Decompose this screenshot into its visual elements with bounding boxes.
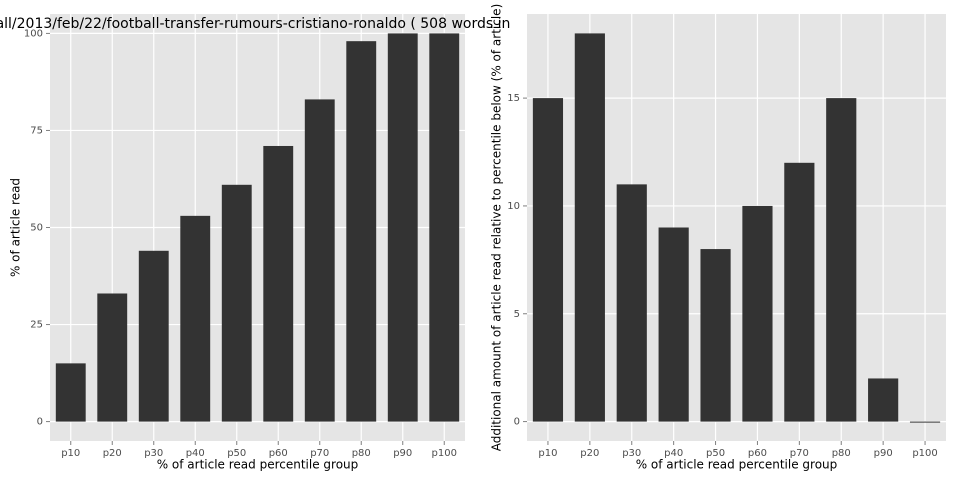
y-tick-label: 10 — [507, 201, 520, 212]
bar — [429, 33, 460, 422]
x-tick-label: p50 — [227, 448, 246, 459]
x-tick-label: p40 — [186, 448, 205, 459]
bar — [304, 99, 335, 422]
x-tick-label: p10 — [538, 448, 557, 459]
bar — [180, 215, 211, 422]
x-tick-label: p90 — [874, 448, 893, 459]
x-axis-label: % of article read percentile group — [157, 458, 359, 472]
y-axis-label: Additional amount of article read relati… — [490, 4, 504, 452]
bar — [97, 293, 128, 422]
bar — [909, 421, 941, 423]
x-tick-label: p60 — [269, 448, 288, 459]
x-tick-label: p70 — [310, 448, 329, 459]
chart-title: otball/2013/feb/22/football-transfer-rum… — [0, 16, 510, 32]
bar — [616, 184, 647, 422]
x-tick-label: p70 — [790, 448, 809, 459]
x-tick-label: p60 — [748, 448, 767, 459]
y-tick-label: 5 — [514, 309, 520, 320]
x-tick-label: p50 — [706, 448, 725, 459]
x-tick-label: p30 — [144, 448, 163, 459]
x-tick-label: p80 — [832, 448, 851, 459]
y-axis-label: % of article read — [9, 178, 23, 277]
x-tick-label: p30 — [622, 448, 641, 459]
bar — [138, 250, 169, 422]
y-tick-label: 15 — [507, 93, 520, 104]
y-tick-label: 0 — [514, 417, 520, 428]
bar — [868, 378, 899, 422]
bar — [574, 33, 605, 422]
bar — [700, 249, 731, 422]
y-tick-label: 0 — [37, 417, 43, 428]
x-tick-label: p100 — [432, 448, 457, 459]
bar — [55, 363, 86, 422]
bar — [826, 98, 857, 422]
y-tick-label: 25 — [30, 320, 43, 331]
x-tick-label: p20 — [103, 448, 122, 459]
bar — [658, 227, 689, 422]
y-tick-label: 100 — [24, 28, 43, 39]
x-tick-label: p20 — [580, 448, 599, 459]
x-tick-label: p90 — [393, 448, 412, 459]
bar — [387, 33, 418, 422]
x-tick-label: p10 — [61, 448, 80, 459]
bar — [346, 41, 377, 422]
bar — [742, 205, 773, 422]
y-tick-label: 75 — [30, 125, 43, 136]
bar — [532, 98, 564, 422]
bar — [784, 162, 815, 422]
x-tick-label: p100 — [912, 448, 937, 459]
x-tick-label: p80 — [352, 448, 371, 459]
x-axis-label: % of article read percentile group — [636, 458, 838, 472]
x-tick-label: p40 — [664, 448, 683, 459]
bar — [221, 184, 252, 422]
bar — [263, 145, 294, 422]
y-tick-label: 50 — [30, 223, 43, 234]
